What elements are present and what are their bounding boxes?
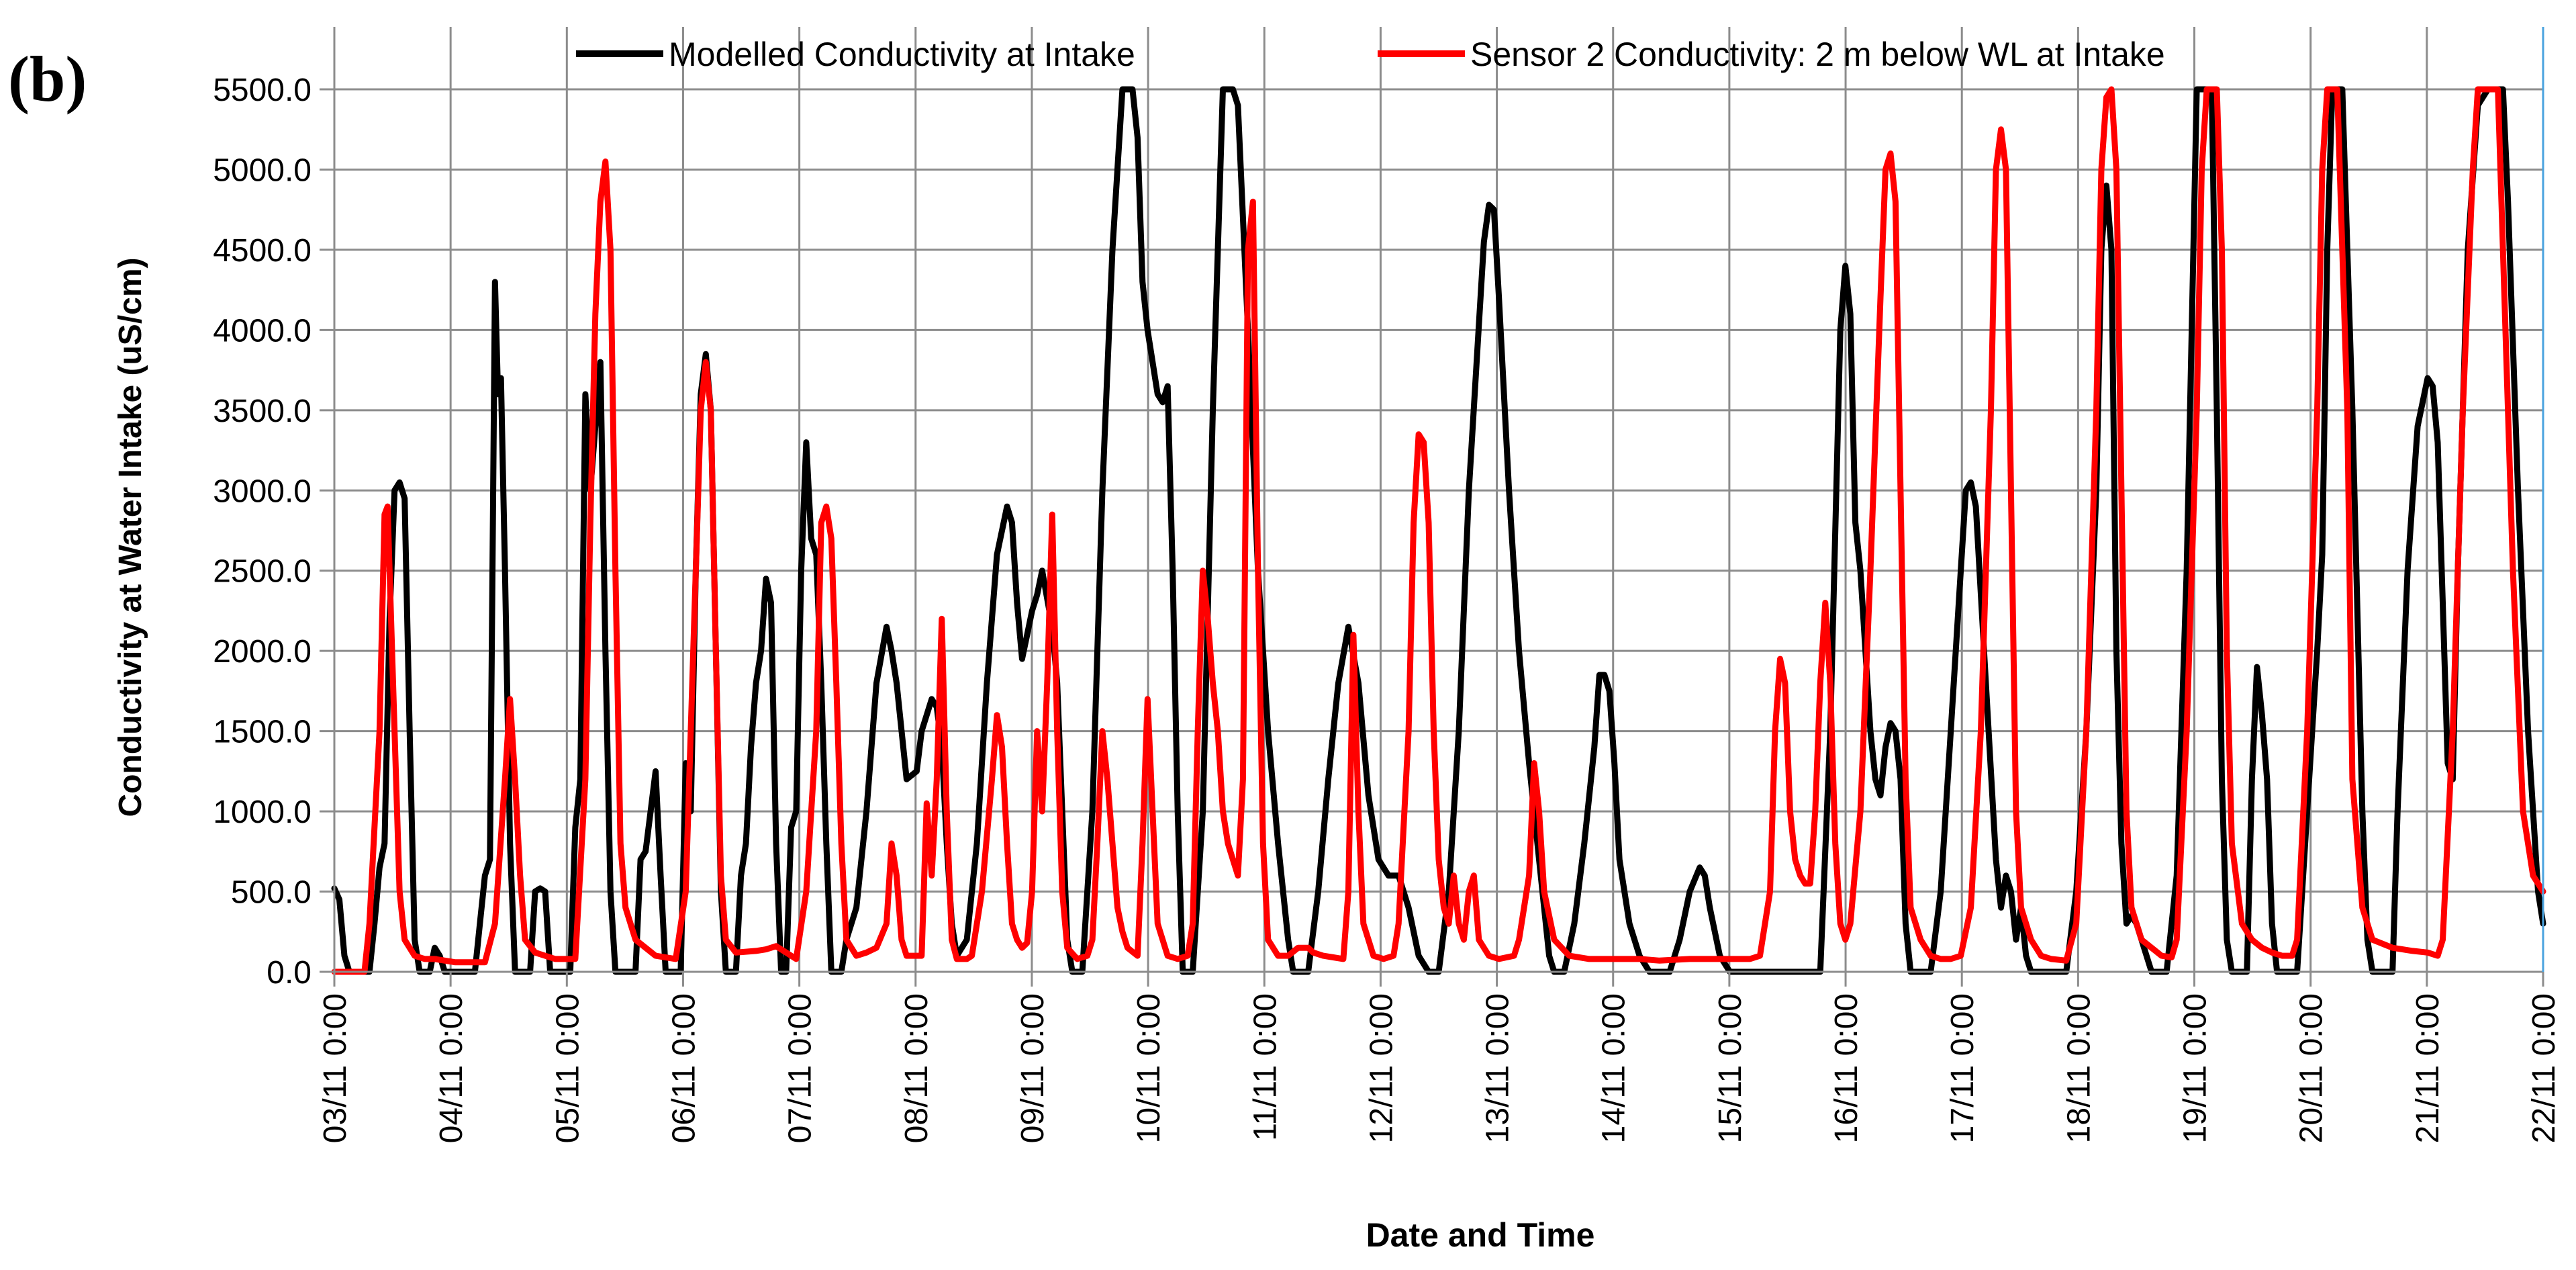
- x-tick-label: 14/11 0:00: [1596, 993, 1632, 1143]
- y-tick-labels: 0.0 500.0 1000.0 1500.0 2000.0 2500.0 3000.0 35…: [213, 73, 312, 991]
- x-tick-label: 11/11 0:00: [1247, 993, 1283, 1141]
- y-tick-label: 2500.0: [213, 554, 312, 590]
- x-tick-label: 06/11 0:00: [666, 993, 702, 1143]
- x-tick-label: 16/11 0:00: [1829, 993, 1864, 1143]
- y-tick-label: 5000.0: [213, 152, 312, 188]
- x-tick-label: 03/11 0:00: [318, 993, 353, 1143]
- y-tick-label: 0.0: [267, 955, 312, 991]
- legend: Modelled Conductivity at Intake Sensor 2…: [576, 36, 2165, 73]
- y-tick-label: 3000.0: [213, 473, 312, 509]
- legend-label-modelled: Modelled Conductivity at Intake: [669, 36, 1135, 73]
- y-tick-label: 2000.0: [213, 634, 312, 670]
- y-tick-label: 1500.0: [213, 715, 312, 750]
- x-tick-label: 19/11 0:00: [2178, 993, 2213, 1143]
- x-tick-label: 17/11 0:00: [1945, 993, 1981, 1143]
- x-tick-label: 21/11 0:00: [2410, 993, 2446, 1143]
- x-tick-label: 15/11 0:00: [1713, 993, 1748, 1143]
- x-tick-label: 08/11 0:00: [899, 993, 935, 1143]
- series-sensor-line: [331, 86, 2546, 975]
- legend-label-sensor: Sensor 2 Conductivity: 2 m below WL at I…: [1470, 36, 2165, 73]
- x-tick-label: 18/11 0:00: [2061, 993, 2097, 1143]
- x-tick-labels: 03/11 0:00 04/11 0:00 05/11 0:00 06/11 0:00…: [318, 993, 2562, 1143]
- x-tick-label: 04/11 0:00: [434, 993, 469, 1143]
- y-tick-label: 4500.0: [213, 233, 312, 269]
- x-tick-label: 05/11 0:00: [550, 993, 585, 1143]
- x-tick-label: 12/11 0:00: [1364, 993, 1399, 1143]
- panel-label: (b): [8, 43, 87, 115]
- x-tick-label: 09/11 0:00: [1015, 993, 1051, 1143]
- y-tick-label: 5500.0: [213, 73, 312, 108]
- y-axis-title: Conductivity at Water Intake (uS/cm): [113, 257, 148, 817]
- y-tick-label: 3500.0: [213, 394, 312, 429]
- axes: [320, 27, 2544, 987]
- x-tick-label: 20/11 0:00: [2294, 993, 2330, 1143]
- y-tick-label: 500.0: [231, 875, 312, 911]
- x-tick-label: 10/11 0:00: [1131, 993, 1167, 1143]
- x-tick-label: 22/11 0:00: [2526, 993, 2562, 1143]
- x-tick-label: 13/11 0:00: [1480, 993, 1516, 1143]
- y-tick-label: 1000.0: [213, 795, 312, 830]
- y-tick-label: 4000.0: [213, 313, 312, 349]
- x-axis-title: Date and Time: [1366, 1216, 1595, 1254]
- x-tick-label: 07/11 0:00: [783, 993, 818, 1143]
